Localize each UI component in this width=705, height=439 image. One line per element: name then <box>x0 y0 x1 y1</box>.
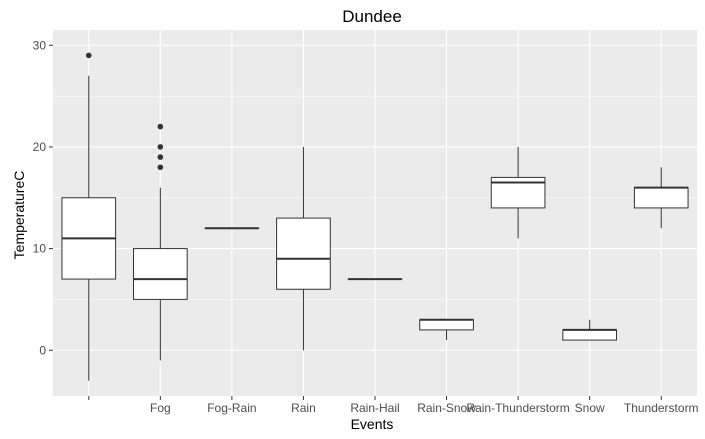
outlier-point <box>157 154 164 160</box>
x-tick-label: Rain-Hail <box>350 401 399 415</box>
box-group <box>276 146 331 351</box>
box-group <box>419 318 474 341</box>
box-group <box>633 167 689 229</box>
y-tick-label: 10 <box>33 242 47 256</box>
box <box>419 319 474 331</box>
outlier-point <box>157 144 164 150</box>
chart-title: Dundee <box>342 7 402 26</box>
x-tick-label: Fog <box>150 401 171 415</box>
x-tick-label: Snow <box>575 401 605 415</box>
x-tick-label: Thunderstorm <box>624 401 699 415</box>
y-tick-label: 30 <box>33 38 47 52</box>
box <box>562 329 617 341</box>
outlier-point <box>157 123 164 130</box>
box-group <box>61 52 117 381</box>
x-axis: Fog Fog-Rain Rain Rain-Hail Rain-SnowRain-Th… <box>88 396 699 415</box>
x-tick-label: Rain-Thunderstorm <box>466 401 569 415</box>
y-tick-label: 0 <box>39 343 46 357</box>
box-group <box>562 319 617 341</box>
x-tick-label: Rain-Snow <box>417 401 476 415</box>
box-group <box>133 123 188 361</box>
box <box>633 187 689 209</box>
box <box>133 248 188 300</box>
box <box>276 217 331 290</box>
outlier-point <box>157 164 164 171</box>
x-axis-title: Events <box>351 416 394 432</box>
outlier-point <box>85 52 92 59</box>
x-tick-label: Rain <box>291 401 316 415</box>
y-tick-label: 20 <box>33 140 47 154</box>
x-tick-label: Fog-Rain <box>207 401 256 415</box>
box-group <box>490 146 546 239</box>
y-axis-title: TemperatureC <box>11 171 27 260</box>
y-axis: 0 10 20 30 <box>33 38 53 357</box>
boxes <box>61 52 689 381</box>
